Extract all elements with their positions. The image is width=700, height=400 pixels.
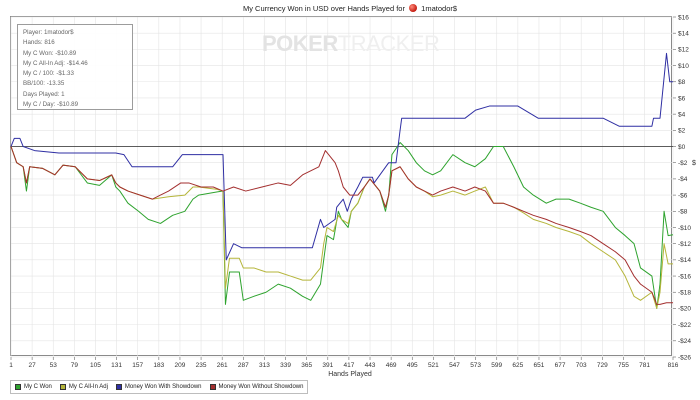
x-tick-label: 816	[668, 362, 679, 369]
x-tick-label: 625	[512, 362, 523, 369]
stats-box: Player: 1matodor$ Hands: 816 My C Won: -…	[17, 24, 133, 110]
legend-label: My C All-In Adj	[68, 384, 108, 390]
y-tick-label: $4	[678, 111, 686, 118]
y-tick-label: -$10	[678, 225, 691, 232]
y-tick-label: -$4	[678, 176, 688, 183]
stats-line: Hands: 816	[23, 39, 55, 47]
legend-label: Money Won Without Showdown	[218, 384, 304, 390]
y-tick-label: $12	[678, 47, 689, 54]
stats-line: BB/100: -13.35	[23, 80, 65, 88]
legend-swatch	[115, 384, 122, 390]
legend-swatch	[59, 384, 66, 390]
chart-title-player: 1matodor$	[421, 4, 458, 13]
stats-line: My C / Day: -$10.89	[23, 101, 79, 109]
x-tick-label: 443	[365, 362, 376, 369]
x-tick-label: 1	[9, 362, 13, 369]
chart-title: My Currency Won in USD over Hands Played…	[0, 4, 700, 13]
stats-line: My C Won: -$10.89	[23, 49, 77, 57]
x-tick-label: 131	[111, 362, 122, 369]
y-tick-label: -$8	[678, 209, 688, 216]
y-tick-label: -$6	[678, 192, 688, 199]
y-tick-label: -$18	[678, 290, 691, 297]
x-tick-label: 183	[153, 362, 164, 369]
legend-swatch	[209, 384, 216, 390]
x-tick-label: 157	[132, 362, 143, 369]
x-tick-label: 651	[534, 362, 545, 369]
x-tick-label: 495	[407, 362, 418, 369]
x-tick-label: 781	[639, 362, 650, 369]
legend-swatch	[15, 384, 21, 390]
legend: My C Won My C All-In Adj Money Won With …	[10, 380, 309, 394]
y-tick-label: $10	[678, 63, 689, 70]
x-tick-label: 521	[428, 362, 439, 369]
line-chart: 1 27 53 79 105 131 157 183 209 235 261 287 313 339 365…	[9, 14, 691, 369]
chart-title-text: My Currency Won in USD over Hands Played…	[242, 4, 405, 13]
y-tick-label: $14	[678, 30, 689, 37]
series-line-money-won-without-showdown	[10, 146, 673, 305]
y-tick-label: -$2	[678, 160, 688, 167]
grid-lines	[10, 16, 674, 358]
legend-item[interactable]: Money Won Without Showdown	[209, 384, 304, 390]
x-tick-label: 703	[576, 362, 587, 369]
legend-label: Money Won With Showdown	[124, 384, 202, 390]
y-axis-label: $	[692, 160, 696, 167]
y-tick-label: -$16	[678, 273, 691, 280]
x-tick-label: 313	[259, 362, 270, 369]
x-tick-label: 599	[491, 362, 502, 369]
y-tick-label: -$22	[678, 322, 691, 329]
poker-chip-icon	[409, 4, 418, 12]
y-tick-label: $2	[678, 128, 686, 135]
y-tick-label: -$26	[678, 354, 691, 361]
stats-line: My C / 100: -$1.33	[23, 70, 74, 78]
x-tick-label: 469	[386, 362, 397, 369]
series-lines	[10, 52, 674, 309]
x-tick-label: 573	[470, 362, 481, 369]
y-tick-label: $8	[678, 79, 686, 86]
x-tick-label: 729	[597, 362, 608, 369]
x-tick-label: 235	[196, 362, 207, 369]
x-axis-label: Hands Played	[328, 371, 372, 378]
x-tick-label: 209	[175, 362, 186, 369]
x-tick-label: 755	[618, 362, 629, 369]
y-tick-label: -$20	[678, 306, 691, 313]
legend-item[interactable]: My C Won	[15, 384, 52, 390]
y-tick-label: $0	[678, 144, 686, 151]
stats-line: My C All-In Adj: -$14.46	[23, 59, 88, 67]
legend-item[interactable]: My C All-In Adj	[59, 384, 108, 390]
y-tick-label: -$24	[678, 338, 691, 345]
x-tick-label: 105	[90, 362, 101, 369]
x-tick-label: 391	[322, 362, 333, 369]
series-line-money-won-with-showdown	[10, 52, 673, 261]
y-tick-label: $16	[678, 14, 689, 21]
series-line-my-c-won	[10, 141, 674, 309]
axes: 1 27 53 79 105 131 157 183 209 235 261 287 313 339 365…	[9, 14, 691, 369]
x-tick-label: 417	[343, 362, 354, 369]
x-tick-label: 339	[280, 362, 291, 369]
x-tick-label: 677	[555, 362, 566, 369]
x-tick-label: 287	[238, 362, 249, 369]
y-tick-label: -$12	[678, 241, 691, 248]
stats-line: Days Played: 1	[23, 90, 65, 98]
x-tick-label: 365	[301, 362, 312, 369]
x-tick-label: 27	[29, 362, 37, 369]
x-tick-label: 547	[449, 362, 460, 369]
legend-item[interactable]: Money Won With Showdown	[115, 384, 202, 390]
x-tick-label: 53	[50, 362, 58, 369]
x-tick-label: 261	[217, 362, 228, 369]
y-tick-label: $6	[678, 95, 686, 102]
legend-label: My C Won	[24, 384, 52, 390]
y-tick-label: -$14	[678, 257, 691, 264]
stats-line: Player: 1matodor$	[23, 29, 74, 36]
x-tick-label: 79	[71, 362, 79, 369]
